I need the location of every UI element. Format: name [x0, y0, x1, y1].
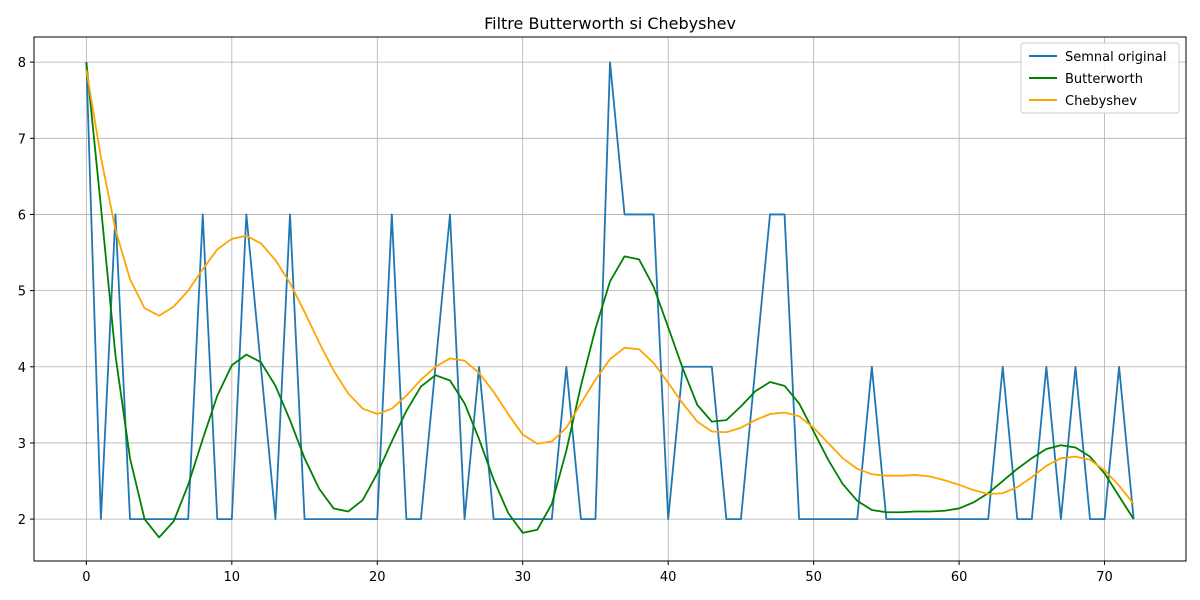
- series-line-3: [85, 69, 1135, 505]
- x-tick-label: 10: [224, 570, 241, 585]
- y-tick-label: 2: [18, 513, 26, 528]
- legend-label: Butterworth: [1065, 72, 1143, 87]
- series-line-2: [85, 62, 1135, 539]
- legend-label: Semnal original: [1065, 50, 1166, 65]
- series-line-1: [85, 61, 1135, 521]
- y-tick-label: 4: [18, 361, 26, 376]
- y-tick-label: 3: [18, 437, 26, 452]
- x-tick-label: 60: [951, 570, 968, 585]
- x-tick-label: 30: [514, 570, 531, 585]
- y-tick-label: 8: [18, 56, 26, 71]
- x-tick-label: 20: [369, 570, 386, 585]
- legend-box: [1020, 42, 1180, 114]
- x-tick-label: 50: [805, 570, 822, 585]
- legend-label: Chebyshev: [1065, 94, 1137, 109]
- ticks: 0 10 20 30 40 50 60 70 2 3 4 5 6 7 8: [18, 56, 1113, 585]
- series-lines: [85, 61, 1135, 539]
- grid: [34, 37, 1186, 561]
- legend: Semnal original Butterworth Chebyshev: [1020, 42, 1180, 114]
- y-tick-label: 6: [18, 208, 26, 223]
- chart-title: Filtre Butterworth si Chebyshev: [484, 14, 736, 33]
- x-tick-label: 40: [660, 570, 677, 585]
- x-tick-label: 70: [1096, 570, 1113, 585]
- y-tick-label: 7: [18, 132, 26, 147]
- x-tick-label: 0: [82, 570, 90, 585]
- plot-frame: [33, 36, 1187, 562]
- y-tick-label: 5: [18, 285, 26, 300]
